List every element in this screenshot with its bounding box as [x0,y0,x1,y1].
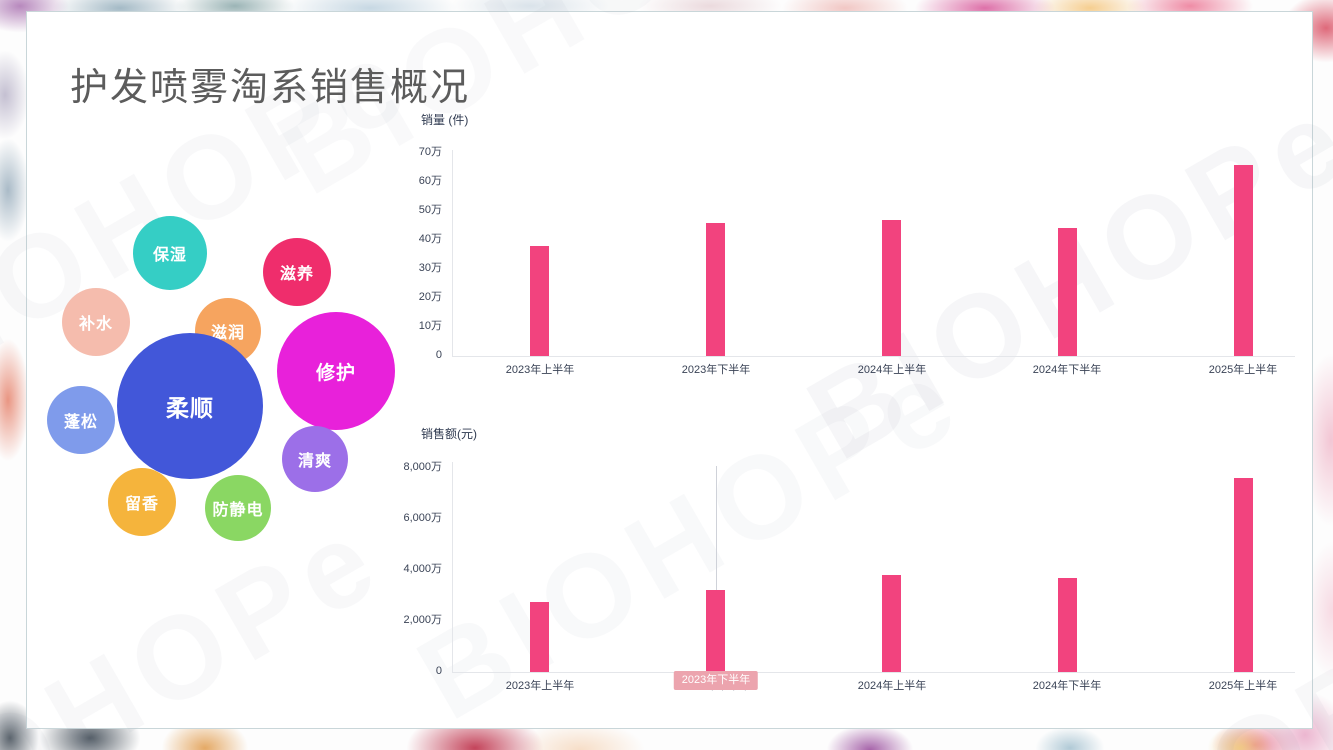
y-tick-label: 0 [435,349,442,361]
bar[interactable] [530,246,549,356]
y-axis-title: 销量 (件) [421,113,469,127]
bubble: 补水 [62,288,130,356]
y-tick-label: 2,000万 [403,614,442,626]
bar[interactable] [1058,228,1077,356]
x-axis-line [452,672,1295,673]
bubble-label: 清爽 [297,453,332,470]
y-axis-title: 销售额(元) [421,427,477,441]
y-tick-label: 4,000万 [403,563,442,575]
y-axis-line [452,462,453,672]
x-axis-line [452,356,1295,357]
bubble: 蓬松 [47,386,115,454]
y-tick-label: 30万 [418,262,442,274]
bubble-label: 滋养 [279,266,314,283]
bubble: 柔顺 [117,333,263,479]
x-tick-label: 2024年下半年 [1032,364,1102,376]
y-tick-label: 50万 [418,204,442,216]
bubble: 滋养 [263,238,331,306]
bubble-label: 柔顺 [166,395,214,421]
bar[interactable] [1234,165,1253,356]
axis-pointer-line [715,466,717,672]
bar[interactable] [882,575,901,672]
bar[interactable] [530,602,549,672]
x-tick-label: 2025年上半年 [1208,680,1278,692]
bubble: 修护 [277,312,395,430]
bubble-label: 补水 [78,316,113,333]
y-tick-label: 70万 [418,146,442,158]
bubble: 保湿 [133,216,207,290]
y-tick-label: 6,000万 [403,512,442,524]
x-tick-label: 2024年下半年 [1032,680,1102,692]
y-tick-label: 40万 [418,233,442,245]
y-axis-line [452,150,453,356]
bar[interactable] [706,590,725,672]
y-tick-label: 20万 [418,291,442,303]
bar[interactable] [1234,478,1253,672]
bar[interactable] [882,220,901,356]
x-tick-label: 2024年上半年 [857,364,927,376]
bubble-label: 蓬松 [63,414,98,431]
y-tick-label: 8,000万 [403,461,442,473]
bubble: 清爽 [282,426,348,492]
x-tick-label: 2025年上半年 [1208,364,1278,376]
bar[interactable] [706,223,725,356]
y-tick-label: 10万 [418,320,442,332]
bubble-label: 保湿 [152,247,187,264]
x-tick-label: 2023年上半年 [505,364,575,376]
y-tick-label: 60万 [418,175,442,187]
axis-pointer-label: 2023年下半年 [673,671,759,690]
bubble: 防静电 [205,475,271,541]
x-tick-label: 2023年上半年 [505,680,575,692]
bubble-label: 防静电 [212,502,264,519]
bubble-label: 留香 [124,496,159,513]
y-tick-label: 0 [435,665,442,677]
x-tick-label: 2024年上半年 [857,680,927,692]
x-tick-label: 2023年下半年 [681,364,751,376]
bubble-label: 滋润 [210,325,245,342]
bar[interactable] [1058,578,1077,672]
bubble: 留香 [108,468,176,536]
bubble-label: 修护 [315,362,356,384]
page-title: 护发喷雾淘系销售概况 [70,67,471,109]
